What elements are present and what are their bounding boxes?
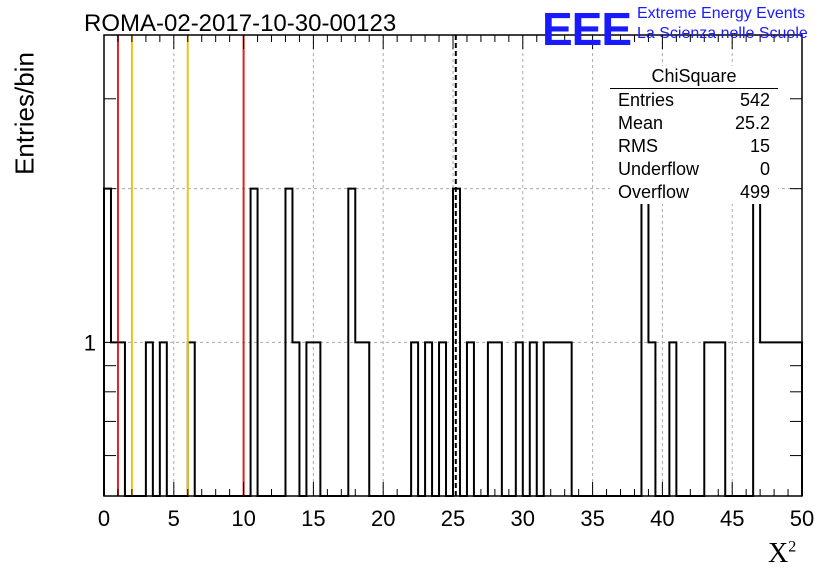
x-tick-label: 20 — [371, 506, 395, 531]
x-axis-label: X2 — [768, 538, 797, 569]
histogram-bin — [292, 342, 299, 496]
histogram-bin — [565, 342, 572, 496]
histogram-bin — [411, 342, 418, 496]
x-tick-label: 30 — [511, 506, 535, 531]
x-tick-label: 0 — [98, 506, 110, 531]
histogram-bin — [488, 342, 495, 496]
stats-title: ChiSquare — [610, 66, 778, 89]
histogram-bin — [516, 342, 523, 496]
histogram-bin — [467, 342, 474, 496]
x-tick-label: 15 — [301, 506, 325, 531]
y-axis-label: Entries/bin — [9, 52, 40, 175]
histogram-bin — [188, 342, 195, 496]
stats-row-entries: Entries 542 — [618, 90, 770, 110]
histogram-bin — [146, 342, 153, 496]
chart-title: ROMA-02-2017-10-30-00123 — [84, 10, 397, 37]
logo-line-2: La Scienza nelle Scuole — [637, 25, 808, 42]
eee-logo-mark: EEE — [542, 3, 632, 55]
histogram-bin — [306, 342, 313, 496]
histogram-bin — [718, 342, 725, 496]
histogram-bin — [530, 342, 537, 496]
stats-row-mean: Mean 25.2 — [618, 113, 770, 133]
stats-row-rms: RMS 15 — [618, 136, 770, 156]
histogram-bin — [425, 342, 432, 496]
histogram-bin — [544, 342, 551, 496]
stats-row-overflow: Overflow 499 — [618, 182, 770, 202]
x-tick-label: 45 — [720, 506, 744, 531]
x-tick-label: 25 — [441, 506, 465, 531]
histogram-bin — [558, 342, 565, 496]
histogram-bin — [439, 342, 446, 496]
histogram-bin — [669, 342, 676, 496]
histogram-bin — [711, 342, 718, 496]
histogram-bin — [118, 342, 125, 496]
histogram-bin — [767, 342, 774, 496]
y-tick-label: 1 — [84, 330, 96, 355]
x-tick-label: 40 — [650, 506, 674, 531]
x-tick-label: 50 — [790, 506, 814, 531]
histogram-bin — [362, 342, 369, 496]
x-tick-label: 35 — [580, 506, 604, 531]
x-tick-label: 10 — [231, 506, 255, 531]
histogram-bin — [495, 342, 502, 496]
histogram-bin — [704, 342, 711, 496]
histogram-bin — [648, 342, 655, 496]
x-tick-label: 5 — [168, 506, 180, 531]
stats-row-underflow: Underflow 0 — [618, 159, 770, 179]
histogram-bin — [551, 342, 558, 496]
histogram-bin — [355, 342, 362, 496]
histogram-bin — [774, 342, 781, 496]
histogram-bin — [160, 342, 167, 496]
histogram-bin — [781, 342, 788, 496]
stats-box: ChiSquare Entries 542 Mean 25.2 RMS 15 Unde… — [610, 66, 778, 204]
logo-line-1: Extreme Energy Events — [637, 5, 806, 22]
histogram-bin — [760, 342, 767, 496]
histogram-bin — [313, 342, 320, 496]
